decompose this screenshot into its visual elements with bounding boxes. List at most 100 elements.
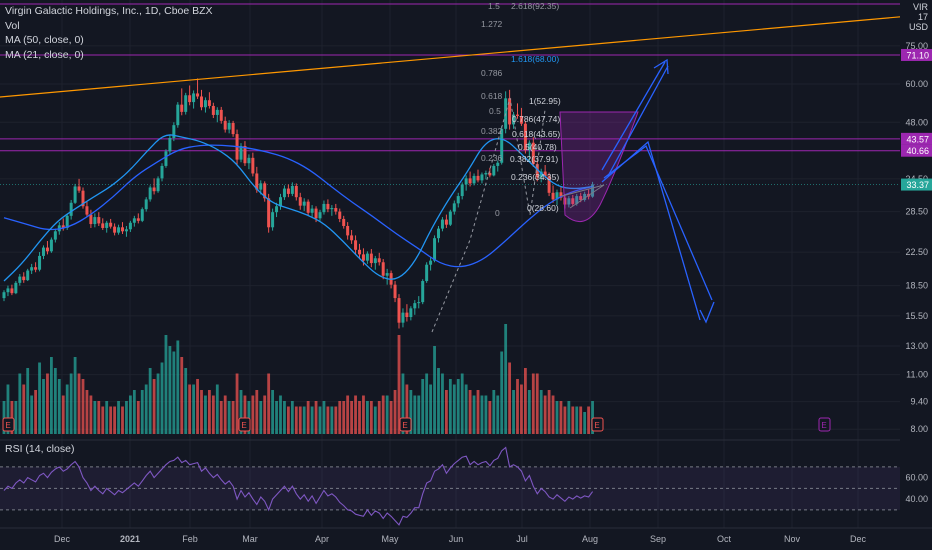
time-axis[interactable]: Dec 2021 Feb Mar Apr May Jun Jul Aug Sep Oct Nov Dec	[0, 527, 932, 544]
candle-body	[591, 184, 595, 197]
candle-body	[346, 225, 350, 236]
earnings-marker-label: E	[594, 421, 599, 430]
candle-body	[247, 157, 251, 164]
candle-body	[409, 308, 413, 318]
price-tick-label: 11.00	[906, 370, 928, 380]
candle-body	[468, 178, 472, 184]
volume-bar	[445, 390, 448, 434]
volume-bar	[429, 384, 432, 434]
earnings-marker-box	[238, 417, 251, 432]
volume-bar	[188, 384, 192, 434]
volume-bar	[211, 395, 215, 434]
price-axis[interactable]: 8.009.4011.0013.0015.5018.5022.5028.5034…	[900, 0, 932, 528]
candle-body	[61, 225, 65, 228]
candle-body	[156, 178, 160, 192]
volume-bar	[156, 373, 160, 434]
volume-bar	[239, 390, 243, 434]
candle-body	[567, 198, 571, 205]
volume-bar	[437, 368, 440, 434]
volume-bar	[294, 406, 298, 434]
time-tick-label: Sep	[650, 534, 666, 544]
volume-bar	[476, 390, 480, 434]
candle-body	[318, 212, 322, 219]
candle-body	[361, 254, 365, 261]
volume-bar	[535, 373, 539, 434]
volume-bar	[417, 395, 421, 434]
currency-top: VIR 17	[912, 2, 928, 22]
volume-bars	[2, 324, 594, 434]
price-tag-label: 43.57	[906, 134, 929, 144]
volume-bar	[448, 379, 452, 434]
volume-bar	[22, 384, 26, 434]
volume-bar	[310, 406, 314, 434]
candle-body	[10, 288, 14, 294]
cup-handle-shape	[559, 111, 639, 223]
volume-bar	[172, 351, 176, 434]
time-tick-label: Aug	[582, 534, 598, 544]
candle-body	[440, 219, 444, 229]
volume-bar	[314, 401, 318, 434]
bearish-arrow-path-2	[603, 144, 713, 301]
volume-bar	[456, 379, 460, 434]
candle-body	[243, 145, 247, 164]
price-tick-label: 28.50	[905, 207, 928, 217]
candle-body	[101, 223, 105, 228]
candle-body	[512, 114, 516, 125]
candle-body	[480, 174, 484, 181]
volume-bar	[472, 395, 476, 434]
candle-body	[373, 258, 377, 264]
volume-bar	[65, 384, 69, 434]
volume-bar	[180, 357, 184, 434]
candle-body	[144, 199, 148, 210]
price-tick-label: 18.50	[905, 281, 928, 291]
candle-body	[330, 208, 334, 210]
volume-bar	[302, 406, 306, 434]
volume-bar	[405, 384, 409, 434]
volume-bar	[547, 390, 551, 434]
volume-bar	[591, 401, 594, 434]
time-tick-label: Jul	[516, 534, 528, 544]
volume-bar	[342, 401, 346, 434]
candle-body	[417, 302, 421, 304]
currency-label[interactable]: VIR 17 USD	[904, 2, 928, 32]
volume-bar	[421, 379, 425, 434]
rsi-line	[3, 446, 594, 526]
volume-bar	[563, 406, 567, 434]
candle-body	[207, 100, 211, 106]
price-tick-label: 15.50	[905, 311, 928, 321]
candle-body	[535, 164, 539, 178]
volume-bar	[409, 390, 413, 434]
price-tag-label: 33.37	[906, 180, 929, 190]
volume-bar	[18, 373, 22, 434]
candle-body	[583, 193, 587, 200]
candle-body	[113, 226, 117, 233]
candle-body	[559, 192, 563, 198]
volume-bar	[318, 406, 322, 434]
price-tag-label: 71.10	[906, 50, 929, 60]
rsi-legend[interactable]: RSI (14, close)	[5, 443, 75, 455]
candle-body	[563, 197, 567, 205]
volume-bar	[464, 384, 468, 434]
earnings-marker-box	[2, 417, 15, 432]
price-tick-label: 8.00	[910, 424, 928, 434]
price-tick-label: 60.00	[905, 79, 928, 89]
candle-body	[239, 145, 243, 160]
volume-bar	[231, 401, 235, 434]
candle-body	[85, 206, 89, 215]
candle-body	[369, 253, 373, 264]
volume-bar	[306, 401, 310, 434]
volume-bar	[492, 390, 496, 434]
candle-body	[543, 171, 547, 177]
candle-body	[527, 142, 531, 151]
candle-body	[338, 211, 342, 219]
fib-ext-label: 2.618(92.35)	[511, 1, 559, 11]
ma21-line	[3, 134, 593, 282]
candle-body	[555, 192, 559, 200]
candle-body	[140, 209, 144, 221]
volume-bar	[298, 406, 302, 434]
candle-body	[575, 196, 579, 204]
volume-bar	[2, 401, 6, 434]
volume-bar	[192, 384, 195, 434]
volume-bar	[334, 406, 338, 434]
